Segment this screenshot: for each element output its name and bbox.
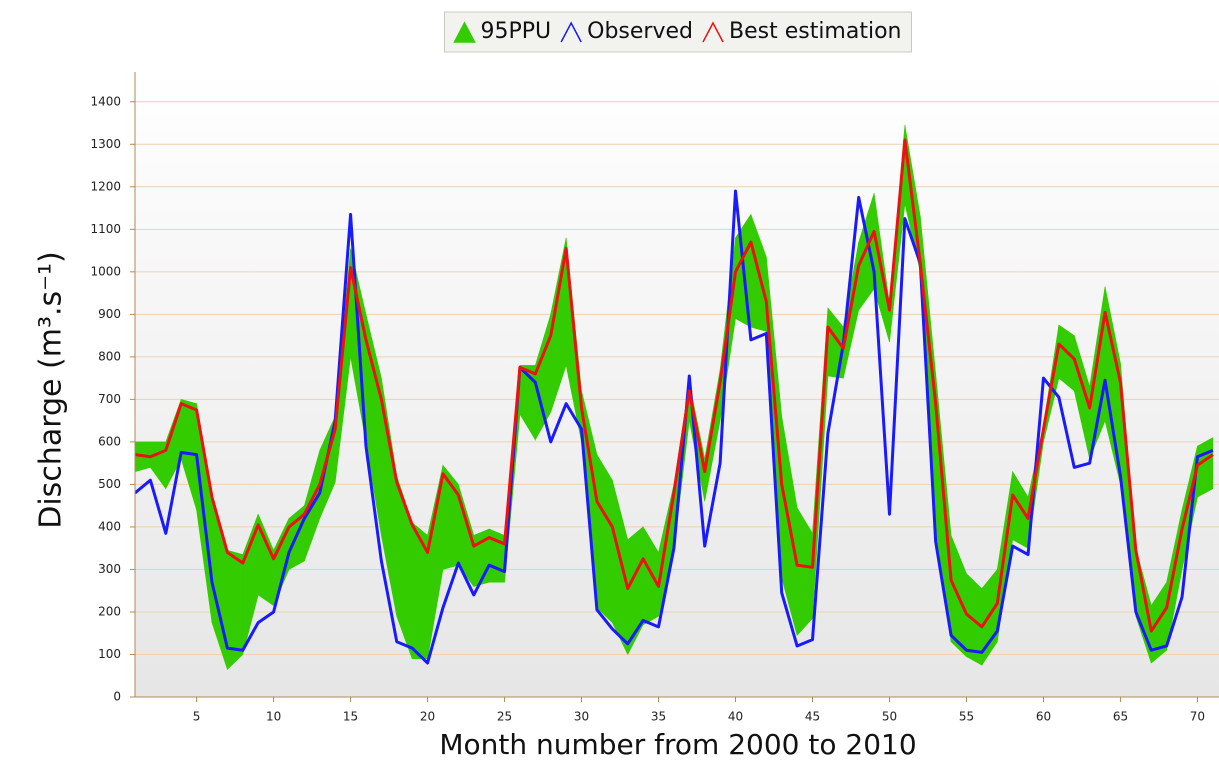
x-axis-title: Month number from 2000 to 2010	[439, 728, 916, 761]
y-tick-label: 1000	[90, 264, 121, 278]
band-segment	[1197, 437, 1214, 498]
y-axis-title: Discharge (m³.s⁻¹)	[34, 251, 69, 529]
legend-label: Best estimation	[729, 19, 902, 44]
x-tick-label: 10	[266, 710, 281, 724]
y-tick-label: 1200	[90, 179, 121, 193]
band-segment	[411, 522, 428, 660]
y-tick-label: 100	[98, 647, 121, 661]
legend-marker	[702, 21, 724, 43]
y-tick-label: 1100	[90, 222, 121, 236]
y-tick-label: 400	[98, 519, 121, 533]
x-tick-label: 65	[1113, 710, 1128, 724]
legend-label: Observed	[587, 19, 693, 44]
x-tick-label: 20	[420, 710, 435, 724]
band-segment	[227, 549, 244, 671]
x-tick-label: 5	[193, 710, 201, 724]
x-tick-label: 50	[882, 710, 897, 724]
band-segment	[596, 453, 613, 624]
x-tick-label: 60	[1036, 710, 1051, 724]
y-tick-label: 1400	[90, 94, 121, 108]
x-tick-label: 35	[651, 710, 666, 724]
legend-marker	[560, 21, 582, 43]
y-tick-label: 300	[98, 562, 121, 576]
y-tick-label: 0	[113, 690, 121, 704]
y-tick-label: 200	[98, 604, 121, 618]
x-tick-label: 55	[959, 710, 974, 724]
y-tick-label: 700	[98, 392, 121, 406]
x-tick-label: 70	[1190, 710, 1205, 724]
y-tick-label: 1300	[90, 137, 121, 151]
y-tick-label: 500	[98, 477, 121, 491]
legend	[444, 11, 912, 53]
plot-area	[135, 72, 1219, 697]
x-tick-label: 40	[728, 710, 743, 724]
x-tick-label: 25	[497, 710, 512, 724]
y-tick-label: 600	[98, 434, 121, 448]
x-tick-label: 15	[343, 710, 358, 724]
y-tick-label: 900	[98, 307, 121, 321]
series-line	[135, 138, 1214, 633]
legend-label: 95PPU	[481, 19, 552, 44]
x-tick-label: 30	[574, 710, 589, 724]
y-tick-label: 800	[98, 349, 121, 363]
x-tick-label: 45	[805, 710, 820, 724]
legend-marker	[453, 21, 476, 43]
